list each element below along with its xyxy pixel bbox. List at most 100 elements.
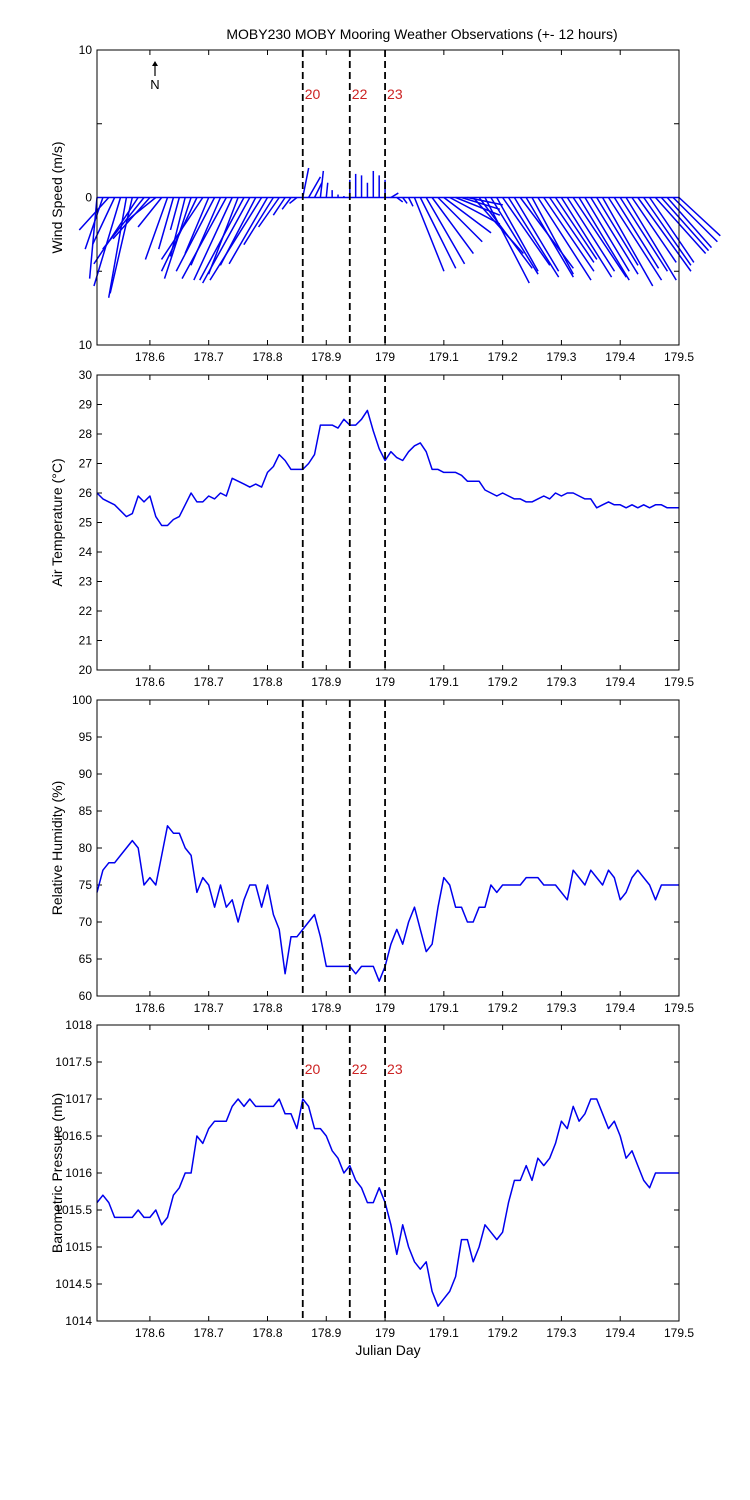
x-tick-label: 178.8 [252,675,282,689]
wind-vector [125,196,157,222]
wind-vector [419,197,457,269]
x-tick-label: 178.7 [194,1001,224,1015]
wind-vector [543,197,595,272]
chart-rh: 60 65 70 75 80 85 90 95 100 178.6 178.7 178.8 178.9 1… [49,693,694,1015]
wind-vector [584,197,630,272]
chart-pressure: 1014 1014.5 1015 1015.5 1016 1016.5 1017 1017.5… [49,1018,694,1358]
y-tick-label: 27 [79,457,93,471]
wind-vector [107,197,128,298]
y-tick-label: 95 [79,730,93,744]
wind-vector [590,197,639,275]
x-tick-label: 178.9 [311,1001,341,1015]
chart-wind: 10 0 10 178.6 178.7 178.8 178.9 179 179.1 179.2 17… [49,43,721,364]
plot-frame [96,1024,680,1322]
y-tick-label: 1014.5 [55,1277,92,1291]
wind-vector [193,197,233,281]
x-tick-label: 179.4 [605,350,635,364]
y-tick-label: 10 [79,338,93,352]
series-line [96,1098,679,1307]
wind-vector [78,196,110,231]
y-tick-label: 1016.5 [55,1129,92,1143]
y-tick-label: 60 [79,989,93,1003]
series-line [96,409,679,527]
wind-vector [396,196,404,203]
y-tick-label: 29 [79,398,93,412]
plot-frame [96,49,680,346]
x-tick-label: 179.5 [664,1326,694,1340]
x-tick-label: 179.4 [605,1326,635,1340]
x-tick-label: 179.1 [429,1001,459,1015]
wind-vector [109,197,134,294]
wind-vector [513,197,560,272]
y-tick-label: 1017.5 [55,1055,92,1069]
wind-vector [601,197,654,287]
wind-vector [160,197,204,260]
y-tick-label: 1016 [65,1166,92,1180]
x-tick-label: 179.1 [429,350,459,364]
y-tick-label: 26 [79,486,93,500]
wind-vector [102,197,145,250]
wind-vector [319,170,325,198]
y-tick-label: 20 [79,663,93,677]
y-tick-label: 1018 [65,1018,92,1032]
wind-vector [437,196,483,243]
wind-vector [596,197,639,266]
wind-vector [666,197,713,249]
wind-vector [549,197,595,263]
y-tick-label: 1015 [65,1240,92,1254]
wind-vector [560,197,613,278]
chart-air: 20 21 22 23 24 25 26 27 28 29 30 178.6 178.7 178.8 178… [49,368,694,689]
wind-vector [431,197,474,254]
y-axis-label: Wind Speed (m/s) [49,141,65,253]
wind-vector [672,196,718,243]
wind-vector [525,197,574,278]
wind-vector [181,197,227,279]
event-label: 20 [305,86,321,102]
north-arrowhead-icon [152,61,158,66]
y-tick-label: 100 [72,693,92,707]
wind-vector [490,197,539,275]
x-tick-label: 179.5 [664,675,694,689]
wind-vector [425,197,466,265]
wind-vector [257,197,280,228]
series-line [96,825,679,982]
wind-vector [654,196,707,255]
wind-vector [566,197,616,272]
y-tick-label: 85 [79,804,93,818]
north-label: N [150,77,159,92]
event-label: 22 [352,1061,368,1077]
x-tick-label: 179.5 [664,350,694,364]
wind-vector [201,197,251,284]
wind-vector [169,197,181,231]
y-tick-label: 24 [79,545,93,559]
wind-vector [93,197,122,287]
x-tick-label: 179.3 [546,350,576,364]
x-axis-label: Julian Day [355,1342,420,1358]
x-tick-label: 179.2 [488,1326,518,1340]
wind-vector [484,197,530,284]
y-tick-label: 65 [79,952,93,966]
wind-vector [243,197,274,246]
x-tick-label: 179.1 [429,675,459,689]
x-tick-label: 179.3 [546,1001,576,1015]
wind-vector [531,197,574,275]
y-tick-label: 1014 [65,1314,92,1328]
event-label: 23 [387,1061,403,1077]
wind-vector [144,197,169,260]
y-axis-label: Relative Humidity (%) [49,781,65,916]
y-tick-label: 75 [79,878,93,892]
wind-vector [502,197,551,266]
wind-vector [660,197,710,252]
wind-vector [578,197,630,281]
wind-vector [467,196,503,206]
x-tick-label: 179.2 [488,350,518,364]
wind-vector [554,197,598,260]
y-tick-label: 90 [79,767,93,781]
wind-vector [184,197,210,254]
y-tick-label: 22 [79,604,93,618]
plot-frame [96,699,680,997]
wind-vector [209,197,263,281]
event-label: 23 [387,86,403,102]
x-tick-label: 179.4 [605,1001,635,1015]
